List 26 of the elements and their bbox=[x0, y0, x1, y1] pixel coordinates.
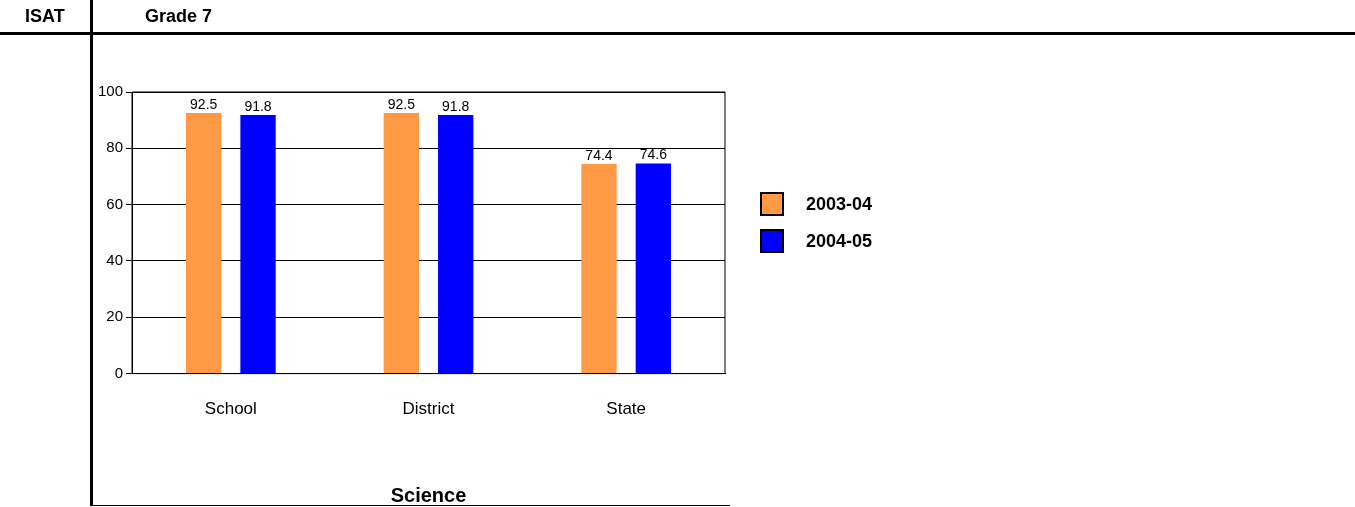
bar bbox=[581, 164, 617, 374]
legend-label: 2003-04 bbox=[806, 193, 873, 215]
y-tick-label: 60 bbox=[106, 194, 124, 212]
data-label: 74.6 bbox=[639, 146, 668, 163]
bar bbox=[186, 113, 222, 374]
bar bbox=[438, 115, 474, 374]
legend-label: 2004-05 bbox=[806, 230, 873, 252]
y-tick-label: 0 bbox=[114, 363, 124, 381]
y-tick-label: 80 bbox=[106, 138, 124, 156]
x-tick-label: State bbox=[606, 399, 647, 419]
x-tick-label: School bbox=[204, 399, 257, 419]
data-label: 92.5 bbox=[190, 95, 218, 112]
y-tick-label: 20 bbox=[106, 307, 124, 325]
bar bbox=[635, 163, 672, 374]
data-label: 74.4 bbox=[585, 146, 613, 163]
data-label: 91.8 bbox=[442, 97, 470, 114]
bar bbox=[240, 115, 276, 374]
x-axis-title: Science bbox=[390, 483, 467, 506]
y-tick-label: 100 bbox=[98, 82, 124, 100]
data-label: 92.5 bbox=[387, 95, 416, 112]
y-tick-label: 40 bbox=[106, 251, 124, 269]
bar bbox=[383, 113, 419, 374]
data-label: 91.8 bbox=[244, 97, 272, 114]
x-tick-label: District bbox=[402, 399, 455, 419]
chart-title: Grade 7 bbox=[145, 6, 213, 27]
chart-subtitle: ISAT bbox=[25, 6, 65, 27]
